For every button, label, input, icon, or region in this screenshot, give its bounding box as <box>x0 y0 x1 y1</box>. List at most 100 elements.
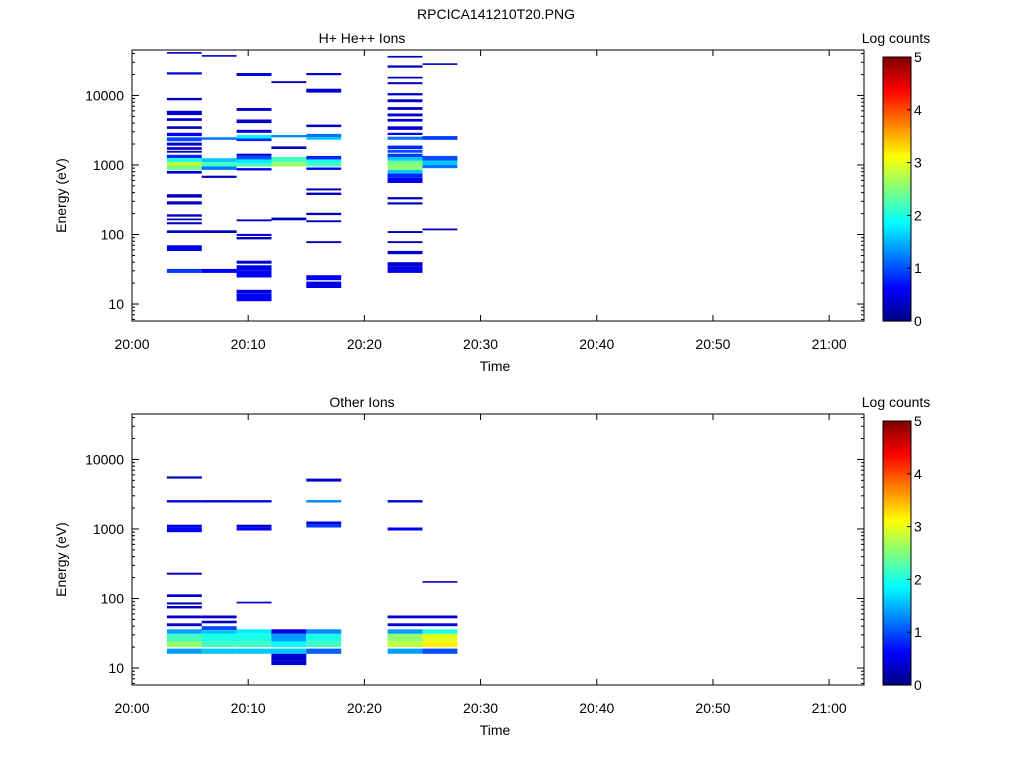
colorbar-segment <box>883 136 911 139</box>
heat-cell-p1-b3-c1 <box>271 135 307 138</box>
colorbar-segment <box>883 612 911 616</box>
heat-cell-p2-b0-c12 <box>166 641 202 648</box>
heat-cell-p1-b1-c7 <box>201 268 237 273</box>
heat-cell-p1-b0-c3 <box>166 110 202 116</box>
heat-cell-p1-b0-c23 <box>166 268 202 273</box>
heat-cell-p1-b5-c22 <box>387 202 423 205</box>
colorbar-segment <box>883 140 911 144</box>
colorbar-segment <box>883 462 911 466</box>
heat-cell-p1-b0-c12 <box>166 158 202 163</box>
colorbar-segment <box>883 193 911 197</box>
heat-cell-p1-b0-c0 <box>166 52 202 54</box>
heat-cell-p2-b3-c4 <box>271 653 307 661</box>
colorbar-segment <box>883 548 911 552</box>
y-axis-label: Energy (eV) <box>53 158 69 233</box>
colorbar-segment <box>883 316 911 320</box>
heat-cell-p1-b0-c5 <box>166 126 202 129</box>
heat-cell-p2-b3-c1 <box>271 633 307 642</box>
colorbar-segment <box>883 625 911 629</box>
colorbar-tick-label: 4 <box>914 102 922 118</box>
heat-cell-p2-b0-c8 <box>166 615 202 619</box>
heat-cell-p2-b1-c3 <box>201 626 237 631</box>
heat-cell-p1-b3-c4 <box>271 162 307 167</box>
colorbar-segment <box>883 197 911 201</box>
colorbar-tick-label: 0 <box>914 313 922 329</box>
colorbar-segment <box>883 57 911 60</box>
heat-cell-p2-b0-c9 <box>166 623 202 627</box>
heat-cell-p1-b5-c6 <box>387 107 423 110</box>
colorbar-segment <box>883 204 911 208</box>
heat-cell-p1-b6-c4 <box>422 165 458 169</box>
colorbar-segment <box>883 296 911 300</box>
colorbar-segment <box>883 294 911 298</box>
heat-cell-p2-b4-c2 <box>306 521 342 524</box>
colorbar-segment <box>883 94 911 98</box>
colorbar-segment <box>883 206 911 210</box>
colorbar-segment <box>883 658 911 662</box>
colorbar-segment <box>883 469 911 473</box>
heat-cell-p1-b0-c6 <box>166 132 202 137</box>
heat-cell-p1-b2-c8 <box>236 159 272 164</box>
colorbar-segment <box>883 610 911 613</box>
colorbar-segment <box>883 72 911 76</box>
colorbar-tick-label: 1 <box>914 624 922 640</box>
heat-cell-p1-b2-c18 <box>236 293 272 302</box>
colorbar-segment <box>883 160 911 164</box>
heat-cell-p2-b1-c7 <box>201 648 237 654</box>
colorbar-segment <box>883 480 911 484</box>
heat-cell-p1-b0-c4 <box>166 118 202 121</box>
colorbar-segment <box>883 601 911 605</box>
x-tick-label: 20:10 <box>231 700 266 716</box>
heat-cell-p2-b3-c5 <box>271 660 307 666</box>
colorbar-segment <box>883 440 911 444</box>
heat-cell-p1-b2-c3 <box>236 129 272 133</box>
colorbar-segment <box>883 173 911 177</box>
colorbar-segment <box>883 592 911 596</box>
heat-cell-p1-b2-c0 <box>236 73 272 76</box>
colorbar-segment <box>883 577 911 580</box>
heat-cell-p2-b0-c11 <box>166 633 202 642</box>
colorbar-segment <box>883 445 911 448</box>
colorbar-segment <box>883 616 911 620</box>
heat-cell-p1-b5-c17 <box>387 165 423 170</box>
colorbar-segment <box>883 671 911 675</box>
heat-cell-p1-b2-c6 <box>236 153 272 156</box>
colorbar-segment <box>883 528 911 532</box>
colorbar-segment <box>883 423 911 426</box>
colorbar-segment <box>883 513 911 517</box>
colorbar-segment <box>883 575 911 578</box>
colorbar-tick-label: 3 <box>914 155 922 171</box>
heat-cell-p1-b0-c8 <box>166 142 202 146</box>
heat-cell-p1-b4-c8 <box>306 167 342 170</box>
heat-cell-p1-b5-c3 <box>387 82 423 85</box>
colorbar-tick-label: 1 <box>914 260 922 276</box>
chart-panel-1: 20:00 20:10 20:20 20:30 20:40 20:50 21:0010100… <box>53 30 930 374</box>
heat-cell-p2-b2-c5 <box>236 633 272 642</box>
heat-cell-p1-b5-c16 <box>387 160 423 165</box>
colorbar-segment <box>883 279 911 282</box>
colorbar-segment <box>883 270 911 274</box>
colorbar-segment <box>883 434 911 437</box>
colorbar-segment <box>883 241 911 245</box>
heat-cell-p1-b4-c13 <box>306 241 342 244</box>
heat-cell-p2-b0-c2 <box>166 524 202 528</box>
heat-cell-p1-b1-c5 <box>201 175 237 178</box>
colorbar-segment <box>883 682 911 686</box>
heat-cell-p1-b2-c16 <box>236 270 272 278</box>
colorbar-segment <box>883 285 911 289</box>
heat-cell-p2-b5-c7 <box>387 648 423 654</box>
colorbar-segment <box>883 630 911 633</box>
colorbar-segment <box>883 621 911 624</box>
colorbar-segment <box>883 153 911 157</box>
colorbar-segment <box>883 266 911 269</box>
x-tick-label: 20:40 <box>579 700 614 716</box>
x-tick-label: 20:20 <box>347 336 382 352</box>
colorbar-segment <box>883 634 911 638</box>
colorbar-segment <box>883 208 911 212</box>
colorbar-segment <box>883 660 911 664</box>
x-tick-label: 21:00 <box>812 336 847 352</box>
heat-cell-p2-b0-c4 <box>166 572 202 575</box>
heat-cell-p1-b2-c1 <box>236 108 272 111</box>
colorbar-segment <box>883 217 911 221</box>
heat-cell-p1-b1-c4 <box>201 166 237 170</box>
